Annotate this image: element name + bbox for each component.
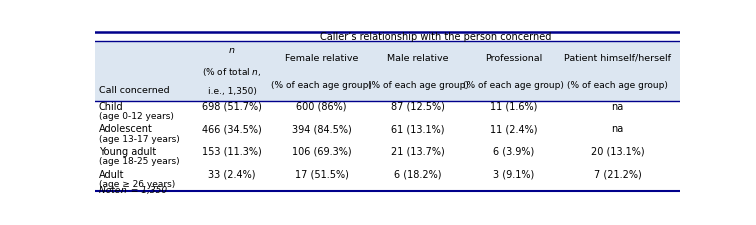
Text: 6 (3.9%): 6 (3.9%)	[493, 147, 534, 157]
Text: (age 18-25 years): (age 18-25 years)	[98, 158, 179, 166]
Text: 11 (1.6%): 11 (1.6%)	[490, 102, 537, 112]
Text: (age 0-12 years): (age 0-12 years)	[98, 112, 173, 121]
Text: 698 (51.7%): 698 (51.7%)	[203, 102, 262, 112]
Text: Call concerned: Call concerned	[98, 86, 169, 95]
Text: 3 (9.1%): 3 (9.1%)	[493, 169, 534, 180]
Text: (% of each age group): (% of each age group)	[367, 81, 469, 90]
Text: 11 (2.4%): 11 (2.4%)	[490, 124, 538, 135]
Text: Adolescent: Adolescent	[98, 124, 153, 135]
Text: = 1,350: = 1,350	[129, 186, 168, 195]
Text: Adult: Adult	[98, 169, 124, 180]
Text: (age ≥ 26 years): (age ≥ 26 years)	[98, 180, 175, 189]
Text: 466 (34.5%): 466 (34.5%)	[203, 124, 262, 135]
Text: Patient himself/herself: Patient himself/herself	[564, 54, 671, 63]
Text: Caller’s relationship with the person concerned: Caller’s relationship with the person co…	[320, 32, 551, 42]
Text: (% of total $n$,: (% of total $n$,	[203, 66, 262, 78]
Text: na: na	[612, 102, 624, 112]
Text: 61 (13.1%): 61 (13.1%)	[392, 124, 445, 135]
Text: Professional: Professional	[485, 54, 542, 63]
Text: n: n	[121, 186, 126, 195]
Text: 6 (18.2%): 6 (18.2%)	[395, 169, 442, 180]
Text: 153 (11.3%): 153 (11.3%)	[203, 147, 262, 157]
Text: Male relative: Male relative	[388, 54, 449, 63]
Text: $n$: $n$	[228, 46, 236, 55]
Bar	[94, 41, 680, 101]
Text: Note.: Note.	[98, 186, 125, 195]
Text: Female relative: Female relative	[285, 54, 358, 63]
Text: 17 (51.5%): 17 (51.5%)	[295, 169, 349, 180]
Text: (% of each age group): (% of each age group)	[463, 81, 564, 90]
Text: (% of each age group): (% of each age group)	[271, 81, 372, 90]
Text: 33 (2.4%): 33 (2.4%)	[209, 169, 256, 180]
Text: (% of each age group): (% of each age group)	[567, 81, 668, 90]
Text: 21 (13.7%): 21 (13.7%)	[392, 147, 445, 157]
Text: 7 (21.2%): 7 (21.2%)	[593, 169, 641, 180]
Text: 394 (84.5%): 394 (84.5%)	[292, 124, 352, 135]
Text: i.e., 1,350): i.e., 1,350)	[208, 88, 256, 97]
Text: Young adult: Young adult	[98, 147, 156, 157]
Text: 600 (86%): 600 (86%)	[296, 102, 347, 112]
Text: 106 (69.3%): 106 (69.3%)	[292, 147, 352, 157]
Text: 20 (13.1%): 20 (13.1%)	[590, 147, 644, 157]
Text: na: na	[612, 124, 624, 135]
Text: Child: Child	[98, 102, 123, 112]
Text: 87 (12.5%): 87 (12.5%)	[392, 102, 445, 112]
Text: (age 13-17 years): (age 13-17 years)	[98, 135, 179, 144]
